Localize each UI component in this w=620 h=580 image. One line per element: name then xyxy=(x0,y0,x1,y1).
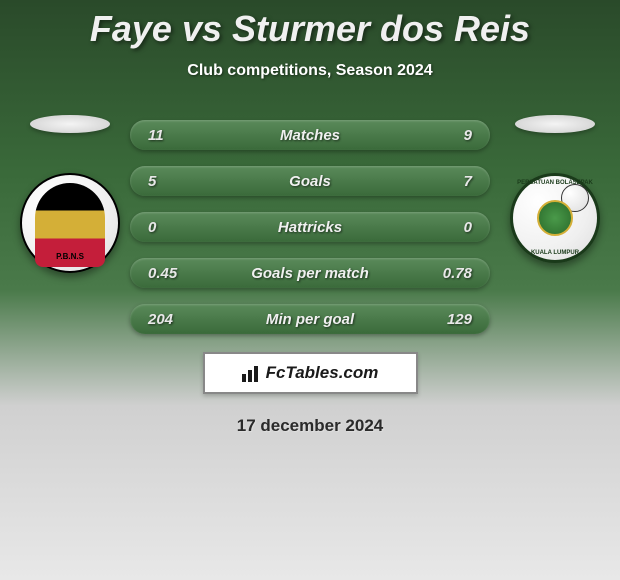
bar-chart-icon xyxy=(242,364,262,382)
stats-table: 11 Matches 9 5 Goals 7 0 Hattricks 0 0.4… xyxy=(0,120,620,334)
stat-label: Hattricks xyxy=(278,219,342,236)
stat-left-value: 0.45 xyxy=(148,265,177,282)
stat-row-hattricks: 0 Hattricks 0 xyxy=(130,212,490,242)
stat-label: Matches xyxy=(280,127,340,144)
stat-row-goals: 5 Goals 7 xyxy=(130,166,490,196)
brand-link[interactable]: FcTables.com xyxy=(203,352,418,394)
stat-right-value: 7 xyxy=(464,173,472,190)
stat-left-value: 11 xyxy=(148,127,164,144)
stat-right-value: 0.78 xyxy=(443,265,472,282)
stat-row-matches: 11 Matches 9 xyxy=(130,120,490,150)
stat-row-goals-per-match: 0.45 Goals per match 0.78 xyxy=(130,258,490,288)
stat-label: Goals xyxy=(289,173,331,190)
stat-right-value: 129 xyxy=(447,311,472,328)
page-title: Faye vs Sturmer dos Reis xyxy=(0,0,620,50)
stat-left-value: 0 xyxy=(148,219,156,236)
stat-right-value: 9 xyxy=(464,127,472,144)
stat-label: Min per goal xyxy=(266,311,354,328)
brand-label: FcTables.com xyxy=(266,363,379,383)
subtitle: Club competitions, Season 2024 xyxy=(0,62,620,80)
date-label: 17 december 2024 xyxy=(0,416,620,436)
stat-left-value: 204 xyxy=(148,311,173,328)
stat-right-value: 0 xyxy=(464,219,472,236)
stat-left-value: 5 xyxy=(148,173,156,190)
stat-label: Goals per match xyxy=(251,265,369,282)
stat-row-min-per-goal: 204 Min per goal 129 xyxy=(130,304,490,334)
